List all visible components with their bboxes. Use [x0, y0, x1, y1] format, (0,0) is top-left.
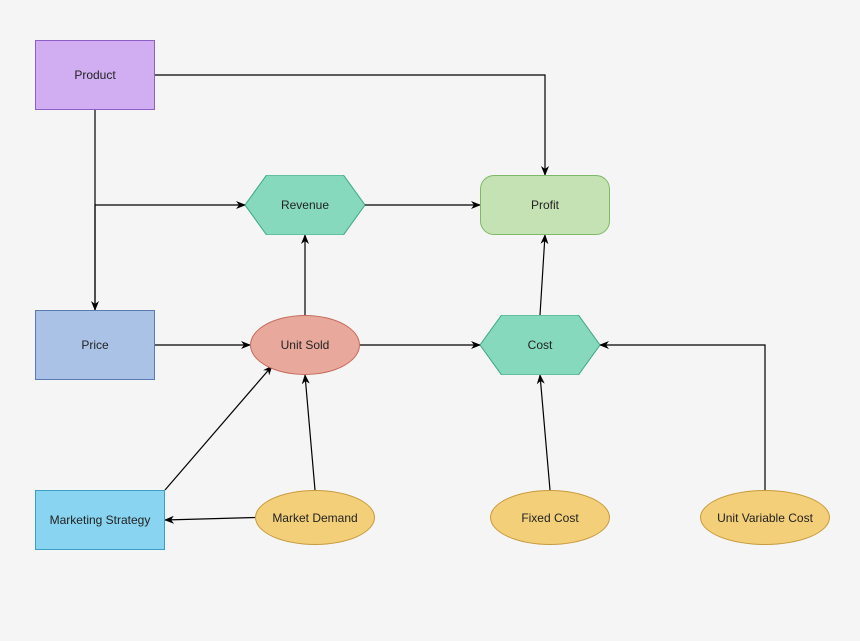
- edge-marketing-to-unitsold: [165, 366, 272, 490]
- node-label-unitsold: Unit Sold: [281, 338, 330, 352]
- node-label-revenue: Revenue: [245, 175, 365, 235]
- node-label-price: Price: [81, 338, 108, 352]
- node-cost: Cost: [480, 315, 600, 375]
- node-profit: Profit: [480, 175, 610, 235]
- edge-price-to-revenue: [95, 205, 245, 310]
- node-label-marketdemand: Market Demand: [272, 511, 357, 525]
- node-fixedcost: Fixed Cost: [490, 490, 610, 545]
- node-price: Price: [35, 310, 155, 380]
- edge-marketdemand-to-marketing: [165, 518, 255, 521]
- node-product: Product: [35, 40, 155, 110]
- node-unitvarcost: Unit Variable Cost: [700, 490, 830, 545]
- node-label-marketing: Marketing Strategy: [50, 513, 151, 527]
- edge-fixedcost-to-cost: [540, 375, 550, 490]
- node-label-cost: Cost: [480, 315, 600, 375]
- node-marketdemand: Market Demand: [255, 490, 375, 545]
- node-label-profit: Profit: [531, 198, 559, 212]
- edge-marketdemand-to-unitsold: [305, 375, 315, 490]
- edge-cost-to-profit: [540, 235, 545, 315]
- node-label-product: Product: [74, 68, 115, 82]
- node-label-unitvarcost: Unit Variable Cost: [717, 511, 813, 525]
- node-revenue: Revenue: [245, 175, 365, 235]
- edge-product-to-profit: [155, 75, 545, 175]
- node-label-fixedcost: Fixed Cost: [521, 511, 578, 525]
- node-marketing: Marketing Strategy: [35, 490, 165, 550]
- flowchart-canvas: Product Price Marketing Strategy Revenue Pro…: [0, 0, 860, 641]
- node-unitsold: Unit Sold: [250, 315, 360, 375]
- edge-unitvarcost-to-cost: [600, 345, 765, 490]
